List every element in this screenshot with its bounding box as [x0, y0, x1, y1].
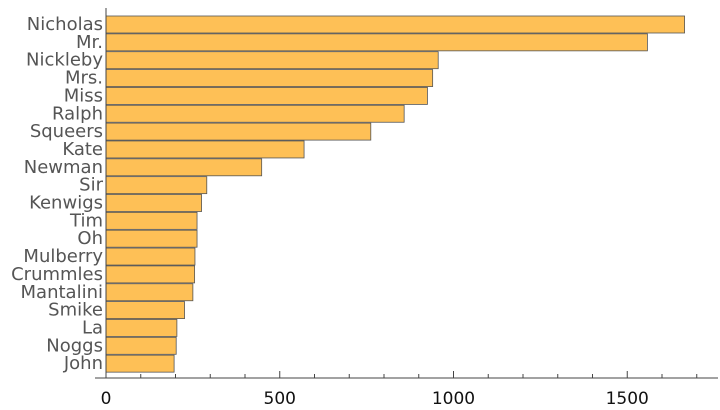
- category-labels: NicholasMr.NicklebyMrs.MissRalphSqueersK…: [11, 14, 104, 374]
- x-tick-label: 0: [101, 389, 112, 409]
- bar-mrs: [105, 69, 434, 87]
- bar-oh: [105, 229, 198, 248]
- bar-newman: [105, 158, 263, 177]
- category-label: Mr.: [76, 32, 103, 53]
- bar-miss: [105, 87, 428, 105]
- category-label: Miss: [64, 85, 103, 106]
- category-label: Mrs.: [65, 68, 103, 89]
- x-axis-tick-labels: 0 500 1000 1500: [101, 389, 649, 409]
- category-label: Newman: [24, 157, 103, 178]
- bar-crummles: [105, 265, 196, 284]
- category-label: Smike: [48, 300, 103, 321]
- x-tick-label: 500: [264, 389, 296, 409]
- bar-sir: [105, 176, 208, 195]
- category-label: Crummles: [11, 264, 103, 285]
- category-label: Oh: [77, 228, 103, 249]
- bar-john: [105, 354, 175, 373]
- category-label: John: [63, 353, 103, 374]
- bar-nickleby: [105, 51, 439, 70]
- bar-kate: [105, 140, 305, 159]
- bar-tim: [105, 211, 198, 230]
- category-label: Tim: [69, 210, 103, 231]
- bar-ralph: [105, 104, 405, 123]
- bar-mr: [105, 33, 648, 52]
- bar-noggs: [105, 336, 177, 355]
- category-label: Sir: [79, 175, 103, 196]
- bar-kenwigs: [105, 194, 202, 212]
- category-label: Noggs: [46, 335, 103, 356]
- x-tick-label: 1500: [606, 389, 649, 409]
- bar-mulberry: [105, 247, 196, 266]
- category-label: Mulberry: [23, 246, 103, 267]
- bar-nicholas: [105, 15, 685, 34]
- category-label: La: [82, 317, 103, 338]
- bars-group: [105, 15, 685, 373]
- category-label: Kenwigs: [29, 193, 103, 214]
- x-axis-ticks: [105, 371, 698, 378]
- category-label: Ralph: [52, 103, 103, 124]
- category-label: Mantalini: [21, 282, 103, 303]
- category-label: Kate: [62, 139, 103, 160]
- x-tick-label: 1000: [432, 389, 475, 409]
- bar-la: [105, 319, 178, 337]
- category-label: Nicholas: [27, 14, 103, 35]
- bar-squeers: [105, 122, 372, 141]
- category-label: Nickleby: [26, 50, 103, 71]
- bar-mantalini: [105, 283, 194, 302]
- category-label: Squeers: [30, 121, 103, 142]
- bar-smike: [105, 301, 185, 320]
